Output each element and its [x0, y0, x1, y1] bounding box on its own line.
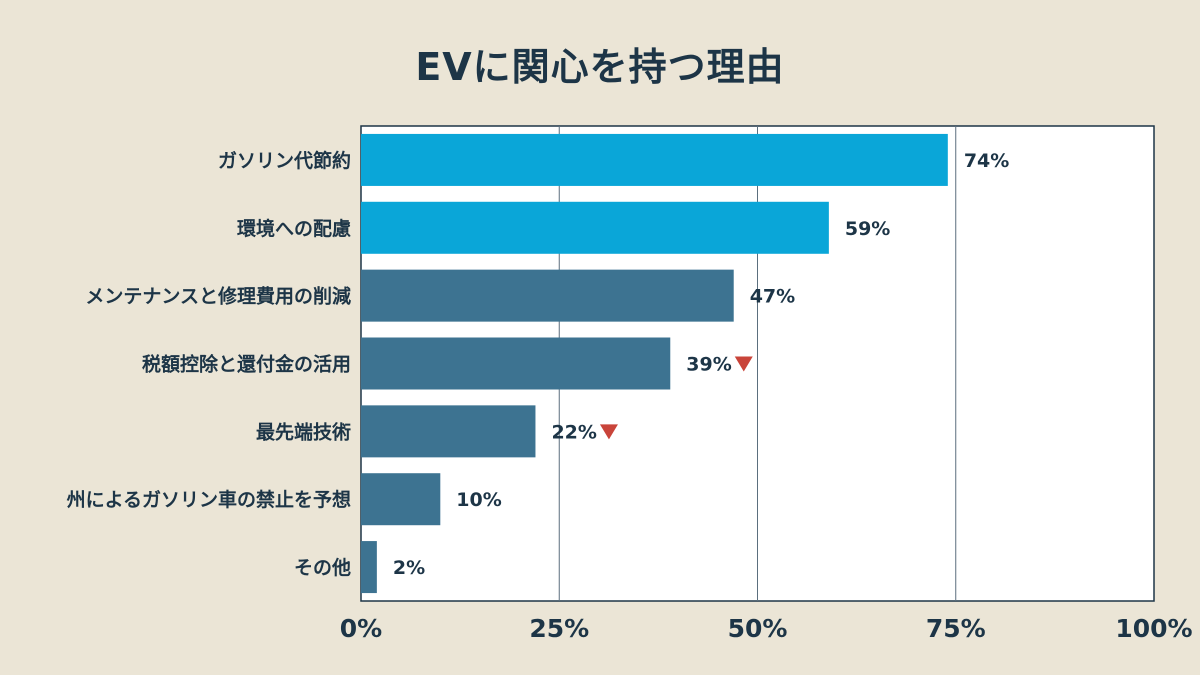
data-label: 59% [845, 218, 890, 240]
x-tick-label: 75% [926, 614, 986, 643]
x-tick-label: 0% [340, 614, 382, 643]
category-label: 環境への配慮 [237, 217, 351, 240]
data-label: 22% [551, 421, 596, 443]
bar [361, 541, 377, 594]
bar [361, 337, 671, 390]
x-axis: 0% 25% 50% 75% 100% [340, 614, 1193, 643]
category-label: 税額控除と還付金の活用 [142, 353, 351, 376]
down-triangle-icon [599, 424, 618, 440]
bar [361, 405, 536, 458]
x-tick-label: 100% [1115, 614, 1192, 643]
down-triangle-icon [734, 356, 753, 372]
bar-layer [361, 133, 948, 594]
data-label: 39% [686, 354, 731, 376]
chart-title: EVに関心を持つ理由 [415, 45, 785, 89]
data-label: 2% [393, 557, 425, 579]
data-label: 10% [456, 489, 501, 511]
bar [361, 473, 441, 526]
category-label: 州によるガソリン車の禁止を予想 [67, 488, 351, 511]
category-label: メンテナンスと修理費用の削減 [85, 285, 351, 308]
category-label: 最先端技術 [256, 420, 351, 443]
bar [361, 133, 948, 186]
data-label: 74% [964, 150, 1009, 172]
category-label: ガソリン代節約 [218, 149, 351, 172]
x-tick-label: 25% [529, 614, 589, 643]
category-label: その他 [294, 556, 351, 579]
data-label: 47% [750, 286, 795, 308]
bar [361, 269, 734, 322]
x-tick-label: 50% [728, 614, 788, 643]
bar [361, 201, 829, 254]
label-layer: ガソリン代節約 74% 環境への配慮 59% メンテナンスと修理費用の削減 47% 税額控除… [67, 149, 1010, 579]
